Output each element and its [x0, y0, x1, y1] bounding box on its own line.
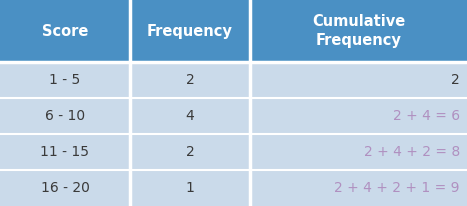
- Text: 11 - 15: 11 - 15: [41, 145, 90, 159]
- Text: 6 - 10: 6 - 10: [45, 109, 85, 123]
- Text: Score: Score: [42, 23, 88, 39]
- Text: 2 + 4 = 6: 2 + 4 = 6: [393, 109, 460, 123]
- Text: 2: 2: [451, 73, 460, 87]
- Bar: [0, 98, 130, 134]
- Bar: [0, 0, 130, 62]
- Bar: [250, 98, 467, 134]
- Bar: [130, 134, 250, 170]
- Bar: [250, 62, 467, 98]
- Bar: [250, 0, 467, 62]
- Text: 2 + 4 + 2 + 1 = 9: 2 + 4 + 2 + 1 = 9: [334, 181, 460, 195]
- Bar: [0, 170, 130, 206]
- Bar: [130, 98, 250, 134]
- Bar: [0, 62, 130, 98]
- Text: Cumulative
Frequency: Cumulative Frequency: [312, 14, 405, 48]
- Text: 4: 4: [185, 109, 194, 123]
- Text: 2: 2: [185, 73, 194, 87]
- Bar: [250, 134, 467, 170]
- Bar: [250, 170, 467, 206]
- Bar: [130, 170, 250, 206]
- Bar: [130, 62, 250, 98]
- Text: 1: 1: [185, 181, 194, 195]
- Text: 1 - 5: 1 - 5: [50, 73, 81, 87]
- Text: 16 - 20: 16 - 20: [41, 181, 90, 195]
- Text: 2 + 4 + 2 = 8: 2 + 4 + 2 = 8: [364, 145, 460, 159]
- Text: Frequency: Frequency: [147, 23, 233, 39]
- Bar: [0, 134, 130, 170]
- Bar: [130, 0, 250, 62]
- Text: 2: 2: [185, 145, 194, 159]
